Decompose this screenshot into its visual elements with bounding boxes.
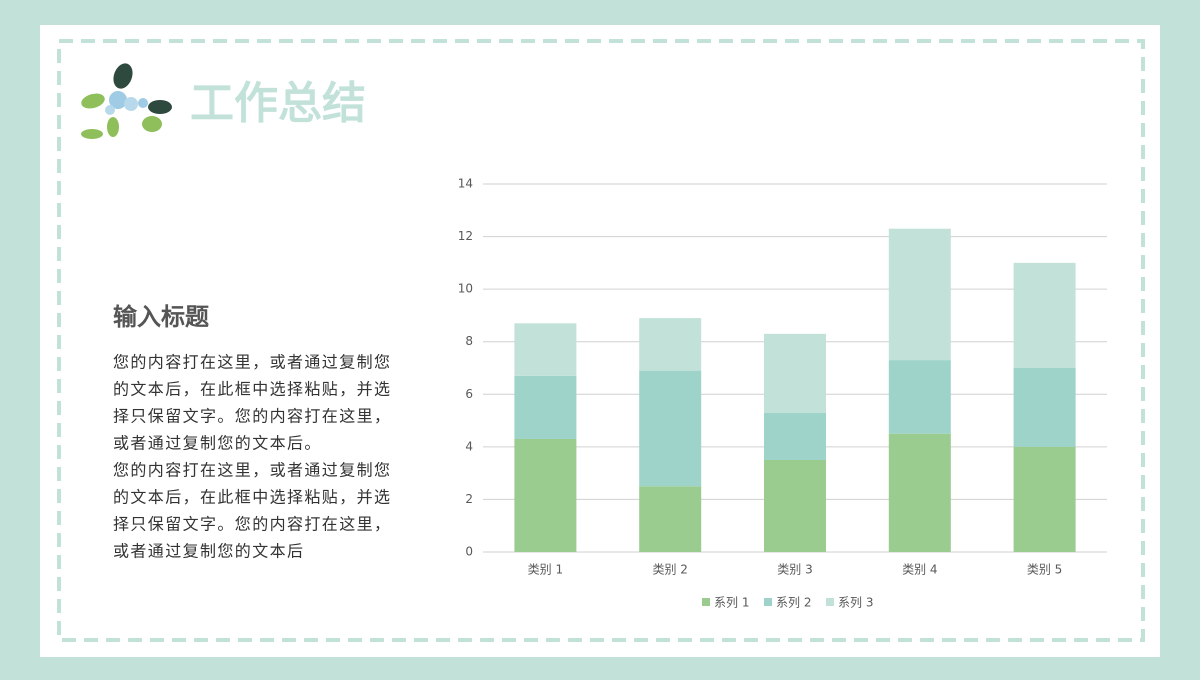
legend-swatch (826, 598, 834, 606)
heading: 输入标题 (113, 303, 209, 331)
x-tick-label: 类别 4 (902, 563, 937, 577)
legend-swatch (764, 598, 772, 606)
y-tick-label: 2 (465, 492, 473, 506)
y-tick-label: 8 (465, 334, 473, 348)
paragraph-line: 择只保留文字。您的内容打在这里， (113, 515, 391, 534)
paragraph-line: 择只保留文字。您的内容打在这里， (113, 407, 391, 426)
y-tick-label: 6 (465, 387, 473, 401)
bar-segment (514, 375, 577, 439)
paragraph-line: 或者通过复制您的文本后。 (113, 434, 322, 453)
bar-segment (764, 333, 826, 413)
y-tick-label: 14 (458, 177, 473, 191)
y-tick-label: 4 (465, 439, 473, 453)
slide-title: 工作总结 (190, 78, 366, 129)
dashed-border (57, 39, 1145, 642)
bar-segment (1013, 262, 1076, 368)
bar-segment (639, 486, 702, 552)
bar-segment (888, 433, 951, 552)
y-tick-label: 0 (465, 545, 473, 559)
bar-segment (514, 323, 577, 376)
bar-segment (888, 360, 951, 434)
bar-segment (1013, 446, 1076, 552)
legend-label: 系列 2 (776, 596, 811, 610)
bar-segment (1013, 368, 1076, 447)
paragraph-line: 您的内容打在这里，或者通过复制您 (113, 461, 391, 480)
bar-segment (639, 370, 702, 487)
x-tick-label: 类别 2 (652, 563, 687, 577)
y-tick-label: 12 (458, 229, 473, 243)
flower-decoration (81, 63, 172, 139)
bar-segment (639, 318, 702, 371)
bar-segment (764, 412, 826, 460)
bar-segment (764, 460, 826, 552)
paragraph-line: 的文本后，在此框中选择粘贴，并选 (113, 380, 391, 399)
legend-label: 系列 1 (714, 596, 749, 610)
legend-label: 系列 3 (838, 596, 873, 610)
y-tick-label: 10 (458, 282, 473, 296)
bar-segment (888, 228, 951, 361)
legend-swatch (702, 598, 710, 606)
paragraph-line: 或者通过复制您的文本后 (113, 542, 304, 561)
x-tick-label: 类别 3 (777, 563, 812, 577)
bar-segment (514, 438, 577, 552)
x-tick-label: 类别 1 (528, 563, 563, 577)
paragraph-line: 您的内容打在这里，或者通过复制您 (113, 353, 391, 372)
paragraph-line: 的文本后，在此框中选择粘贴，并选 (113, 488, 391, 507)
x-tick-label: 类别 5 (1027, 563, 1062, 577)
